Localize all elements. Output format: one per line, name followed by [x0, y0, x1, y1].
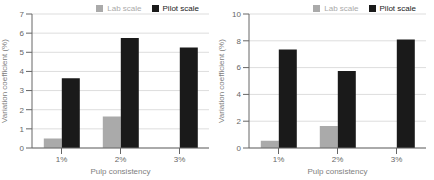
svg-text:4: 4: [237, 90, 242, 99]
svg-text:1: 1: [20, 125, 25, 134]
svg-text:4: 4: [20, 67, 25, 76]
svg-text:1%: 1%: [273, 155, 285, 164]
svg-text:2: 2: [20, 106, 25, 115]
svg-text:8: 8: [237, 37, 242, 46]
svg-text:Variation coefficient (%): Variation coefficient (%): [8, 39, 9, 123]
svg-text:Pulp consistency: Pulp consistency: [90, 167, 150, 176]
svg-text:2%: 2%: [115, 155, 127, 164]
svg-text:Pulp consistency: Pulp consistency: [307, 167, 367, 176]
svg-text:Variation coefficient (%): Variation coefficient (%): [217, 39, 226, 123]
svg-text:5: 5: [20, 48, 25, 57]
html-text:Lab scale: Lab scale: [107, 4, 142, 13]
svg-text:3: 3: [20, 86, 25, 95]
html-text:Pilot scale: Pilot scale: [379, 4, 416, 13]
html-text:Lab scale: Lab scale: [324, 4, 359, 13]
svg-text:0: 0: [20, 144, 25, 153]
svg-text:7: 7: [20, 10, 25, 19]
svg-text:6: 6: [237, 63, 242, 72]
svg-text:3%: 3%: [391, 155, 403, 164]
svg-text:6: 6: [20, 29, 25, 38]
svg-text:1%: 1%: [56, 155, 68, 164]
svg-text:3%: 3%: [174, 155, 186, 164]
html-text:Pilot scale: Pilot scale: [162, 4, 199, 13]
svg-text:2%: 2%: [332, 155, 344, 164]
svg-text:10: 10: [232, 10, 241, 19]
svg-text:2: 2: [237, 117, 242, 126]
svg-text:0: 0: [237, 144, 242, 153]
